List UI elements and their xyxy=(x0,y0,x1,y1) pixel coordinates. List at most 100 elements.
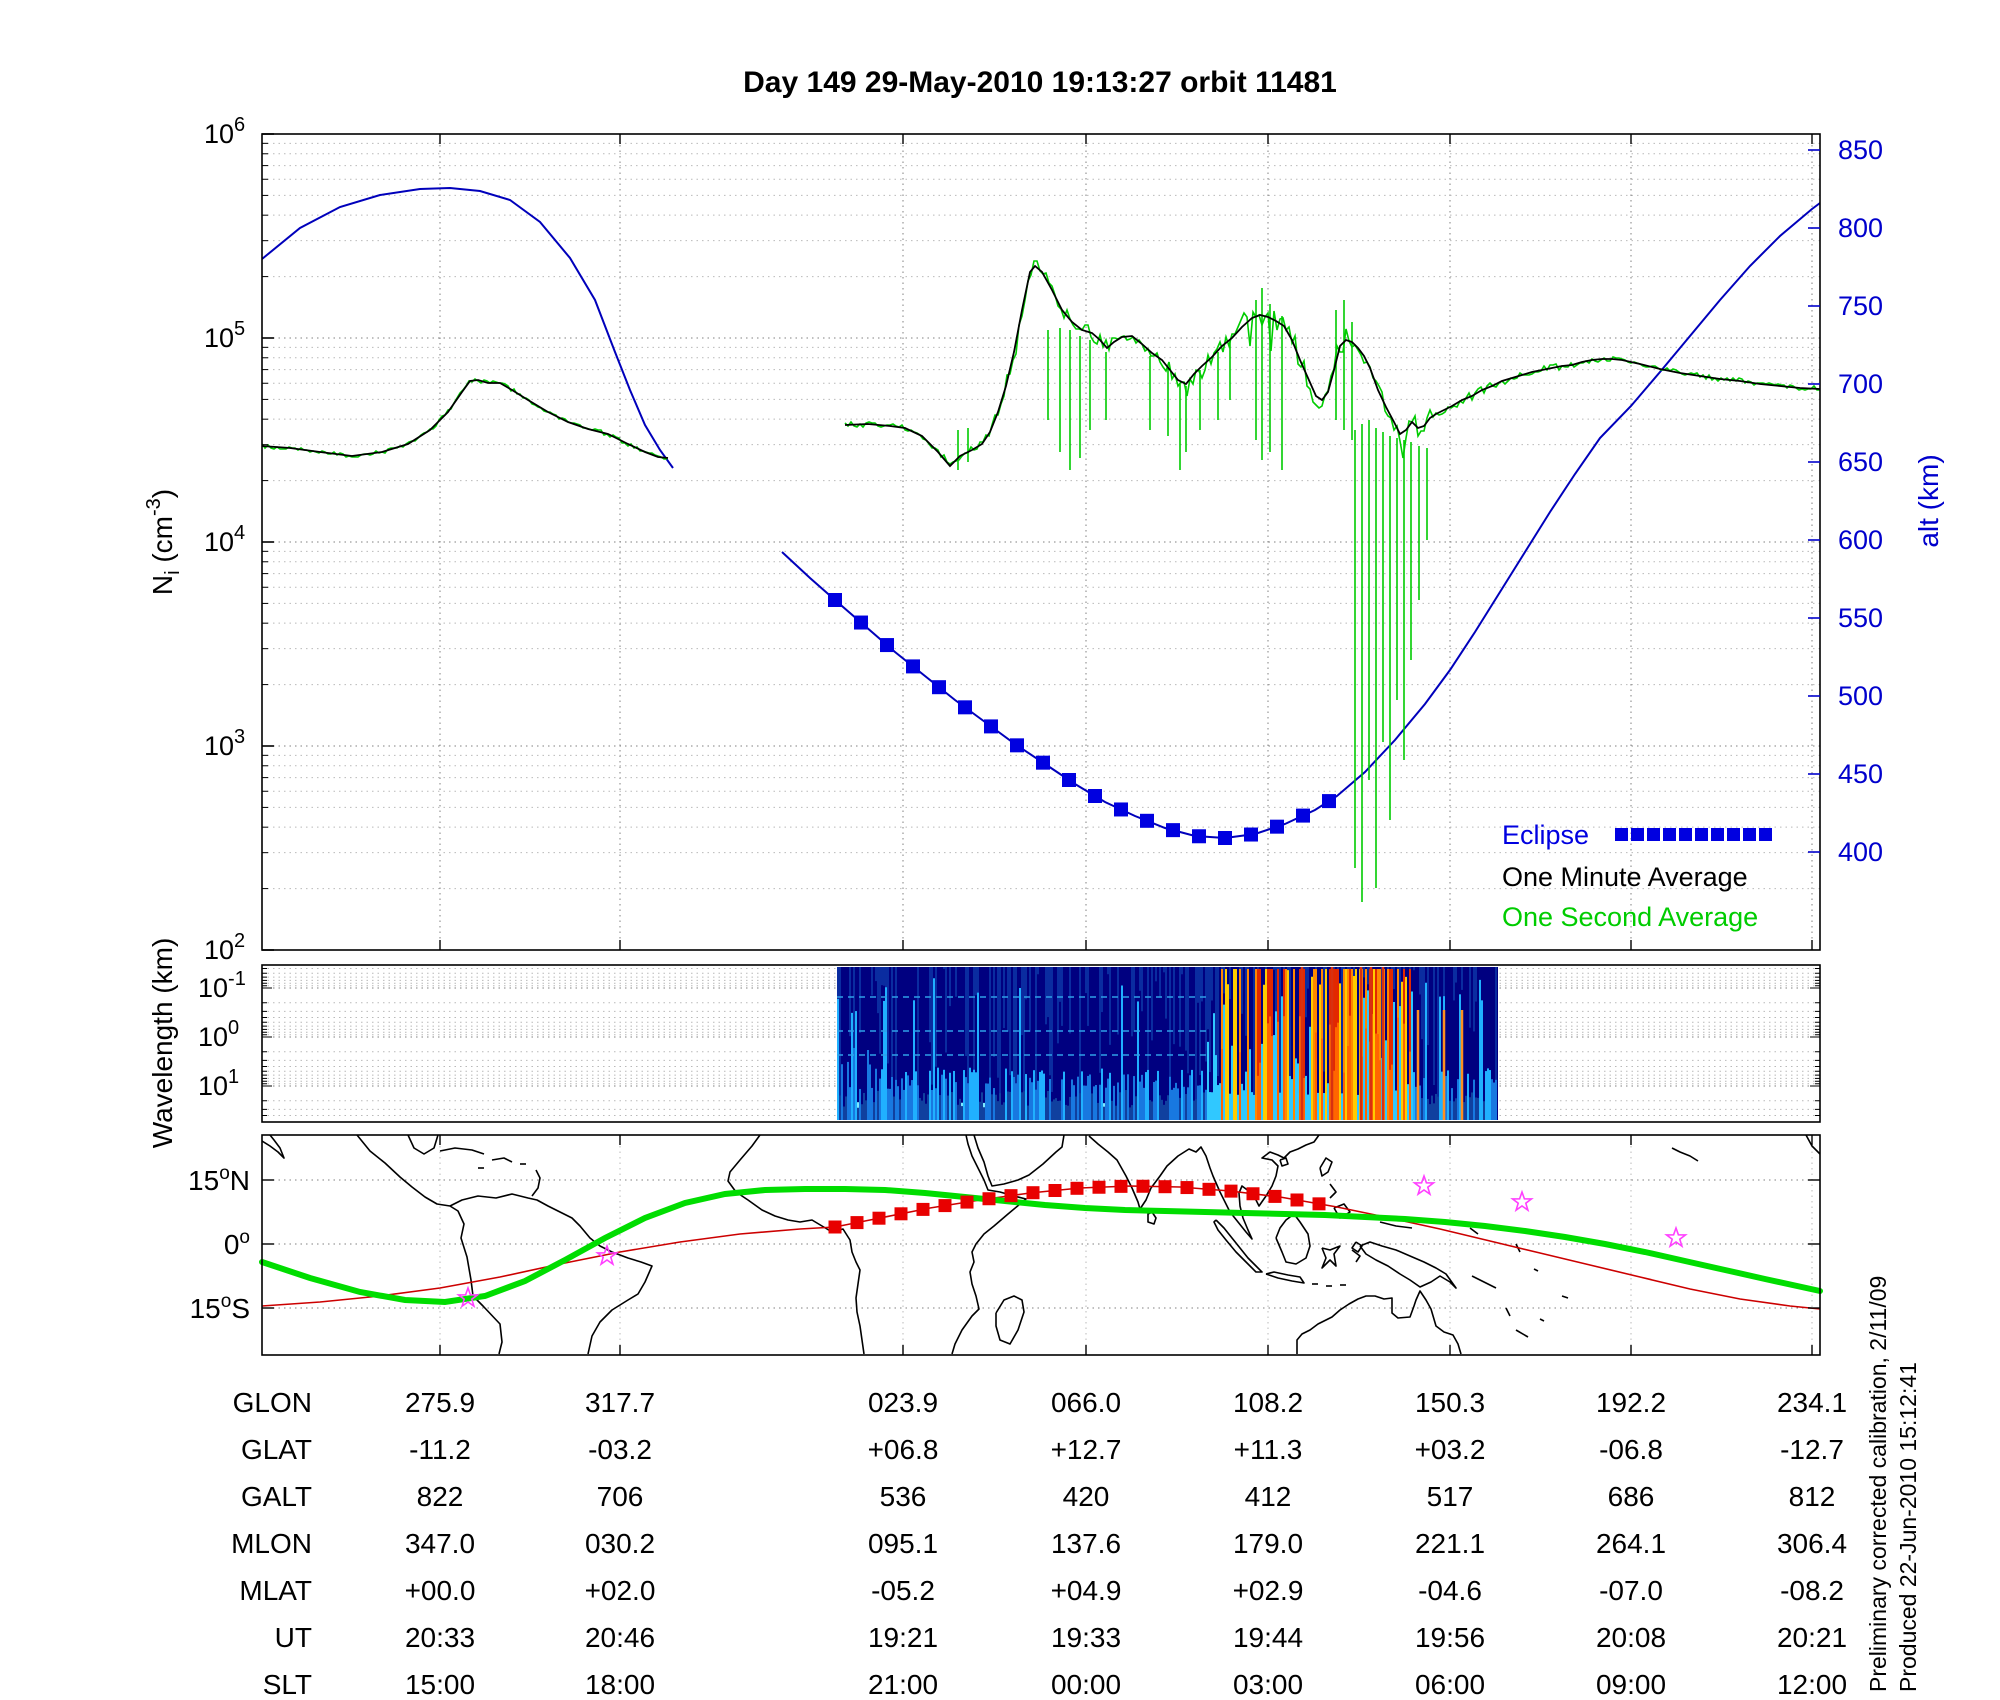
map-lat-label: 15oN xyxy=(188,1163,250,1196)
map-eclipse-dash-marker xyxy=(1114,1179,1128,1193)
tick-base: 10 xyxy=(198,1071,228,1101)
alt-tick-label: 800 xyxy=(1838,213,1883,243)
eclipse-dash-marker xyxy=(958,700,972,715)
table-cell: +12.7 xyxy=(1051,1434,1122,1465)
eclipse-dash-marker xyxy=(932,680,946,695)
coastline xyxy=(1533,1268,1539,1272)
map-eclipse-dash-marker xyxy=(1026,1186,1040,1200)
lat-degree-sign: o xyxy=(239,1227,250,1248)
map-eclipse-dash-marker xyxy=(1202,1182,1216,1196)
coastline xyxy=(1088,1134,1320,1240)
coastline xyxy=(1296,1290,1462,1355)
map-lat-label: 0o xyxy=(224,1227,250,1260)
table-cell: 412 xyxy=(1245,1481,1292,1512)
table-cell: -06.8 xyxy=(1599,1434,1663,1465)
table-cell: -03.2 xyxy=(588,1434,652,1465)
tick-exponent: -1 xyxy=(228,968,246,990)
alt-tick-label: 850 xyxy=(1838,135,1883,165)
eclipse-dash-marker xyxy=(880,638,894,653)
table-cell: 00:00 xyxy=(1051,1669,1121,1700)
legend-eclipse-dash-sample xyxy=(1727,828,1740,841)
eclipse-dash-marker xyxy=(1166,823,1180,838)
coastline xyxy=(356,1134,503,1355)
density-axis-label: Ni (cm-3) xyxy=(143,489,184,595)
map-eclipse-dash-marker xyxy=(1246,1187,1260,1201)
tick-base: 10 xyxy=(204,731,234,761)
table-cell: +00.0 xyxy=(405,1575,476,1606)
table-cell: 19:21 xyxy=(868,1622,938,1653)
table-cell: 09:00 xyxy=(1596,1669,1666,1700)
eclipse-dash-marker xyxy=(1322,794,1336,809)
legend-eclipse-dash-sample xyxy=(1631,828,1644,841)
coastline xyxy=(1515,1329,1529,1338)
table-cell: 221.1 xyxy=(1415,1528,1485,1559)
map-eclipse-dash-marker xyxy=(916,1202,930,1216)
map-frame xyxy=(261,1134,1821,1356)
table-cell: 06:00 xyxy=(1415,1669,1485,1700)
table-cell: 686 xyxy=(1608,1481,1655,1512)
table-cell: -05.2 xyxy=(871,1575,935,1606)
alt-tick-label: 450 xyxy=(1838,759,1883,789)
table-cell: 347.0 xyxy=(405,1528,475,1559)
alt-tick-label: 400 xyxy=(1838,837,1883,867)
coastline xyxy=(491,1157,513,1163)
density-tick-label: 103 xyxy=(204,726,245,761)
coastline xyxy=(1275,1213,1311,1265)
map-eclipse-dash-marker xyxy=(872,1211,886,1225)
density-tick-label: 105 xyxy=(204,318,245,353)
table-cell: 030.2 xyxy=(585,1528,655,1559)
table-cell: 20:46 xyxy=(585,1622,655,1653)
table-cell: +02.0 xyxy=(585,1575,656,1606)
table-cell: 517 xyxy=(1427,1481,1474,1512)
map-eclipse-dash-marker xyxy=(1048,1184,1062,1197)
table-cell: 420 xyxy=(1063,1481,1110,1512)
map-eclipse-dash-marker xyxy=(1004,1189,1018,1203)
table-cell: 264.1 xyxy=(1596,1528,1666,1559)
tick-base: 10 xyxy=(204,119,234,149)
eclipse-dash-marker xyxy=(1244,827,1258,842)
one-minute-trace xyxy=(844,264,1821,468)
wavelength-tick-label: 100 xyxy=(198,1017,239,1052)
map-eclipse-dash-marker xyxy=(1312,1197,1326,1211)
table-cell: 317.7 xyxy=(585,1387,655,1418)
eclipse-dash-marker xyxy=(854,615,868,630)
density-tick-label: 102 xyxy=(204,930,245,965)
station-star-icon xyxy=(1510,1189,1534,1213)
map-eclipse-dash-marker xyxy=(850,1216,864,1230)
ylabel-pre: N xyxy=(147,575,178,595)
eclipse-dash-marker xyxy=(1192,829,1206,844)
eclipse-dash-marker xyxy=(906,659,920,674)
lat-degree-sign: o xyxy=(221,1291,232,1312)
legend-eclipse-dash-sample xyxy=(1711,828,1724,841)
tick-exponent: 4 xyxy=(234,522,245,544)
side-note-calibration: Preliminary corrected calibration, 2/11/… xyxy=(1865,1276,1891,1692)
eclipse-dash-marker xyxy=(984,719,998,734)
density-tick-label: 104 xyxy=(204,522,245,557)
eclipse-dash-marker xyxy=(828,593,842,607)
coastline xyxy=(1265,1271,1305,1284)
station-star-icon xyxy=(595,1243,619,1267)
eclipse-dash-marker xyxy=(1218,831,1232,845)
coastline xyxy=(261,1134,285,1159)
map-eclipse-dash-marker xyxy=(1070,1181,1084,1195)
coastline xyxy=(1539,1318,1545,1322)
legend-eclipse-dash-sample xyxy=(1663,828,1676,841)
table-cell: -07.0 xyxy=(1599,1575,1663,1606)
wavelength-panel xyxy=(261,964,1821,1123)
coastline xyxy=(531,1169,541,1197)
alt-axis-label: alt (km) xyxy=(1913,454,1944,547)
map-eclipse-dash-marker xyxy=(1290,1193,1304,1207)
table-cell: +02.9 xyxy=(1233,1575,1304,1606)
alt-tick-label: 550 xyxy=(1838,603,1883,633)
tick-base: 10 xyxy=(204,323,234,353)
table-cell: 536 xyxy=(880,1481,927,1512)
lat-degree-sign: o xyxy=(219,1163,230,1184)
eclipse-dash-marker xyxy=(1140,813,1154,828)
ylabel-sup: -3 xyxy=(143,498,165,516)
table-cell: 20:08 xyxy=(1596,1622,1666,1653)
altitude-curve-seg1 xyxy=(261,186,674,469)
table-row-label: GALT xyxy=(241,1481,312,1512)
alt-tick-label: 650 xyxy=(1838,447,1883,477)
table-cell: 150.3 xyxy=(1415,1387,1485,1418)
